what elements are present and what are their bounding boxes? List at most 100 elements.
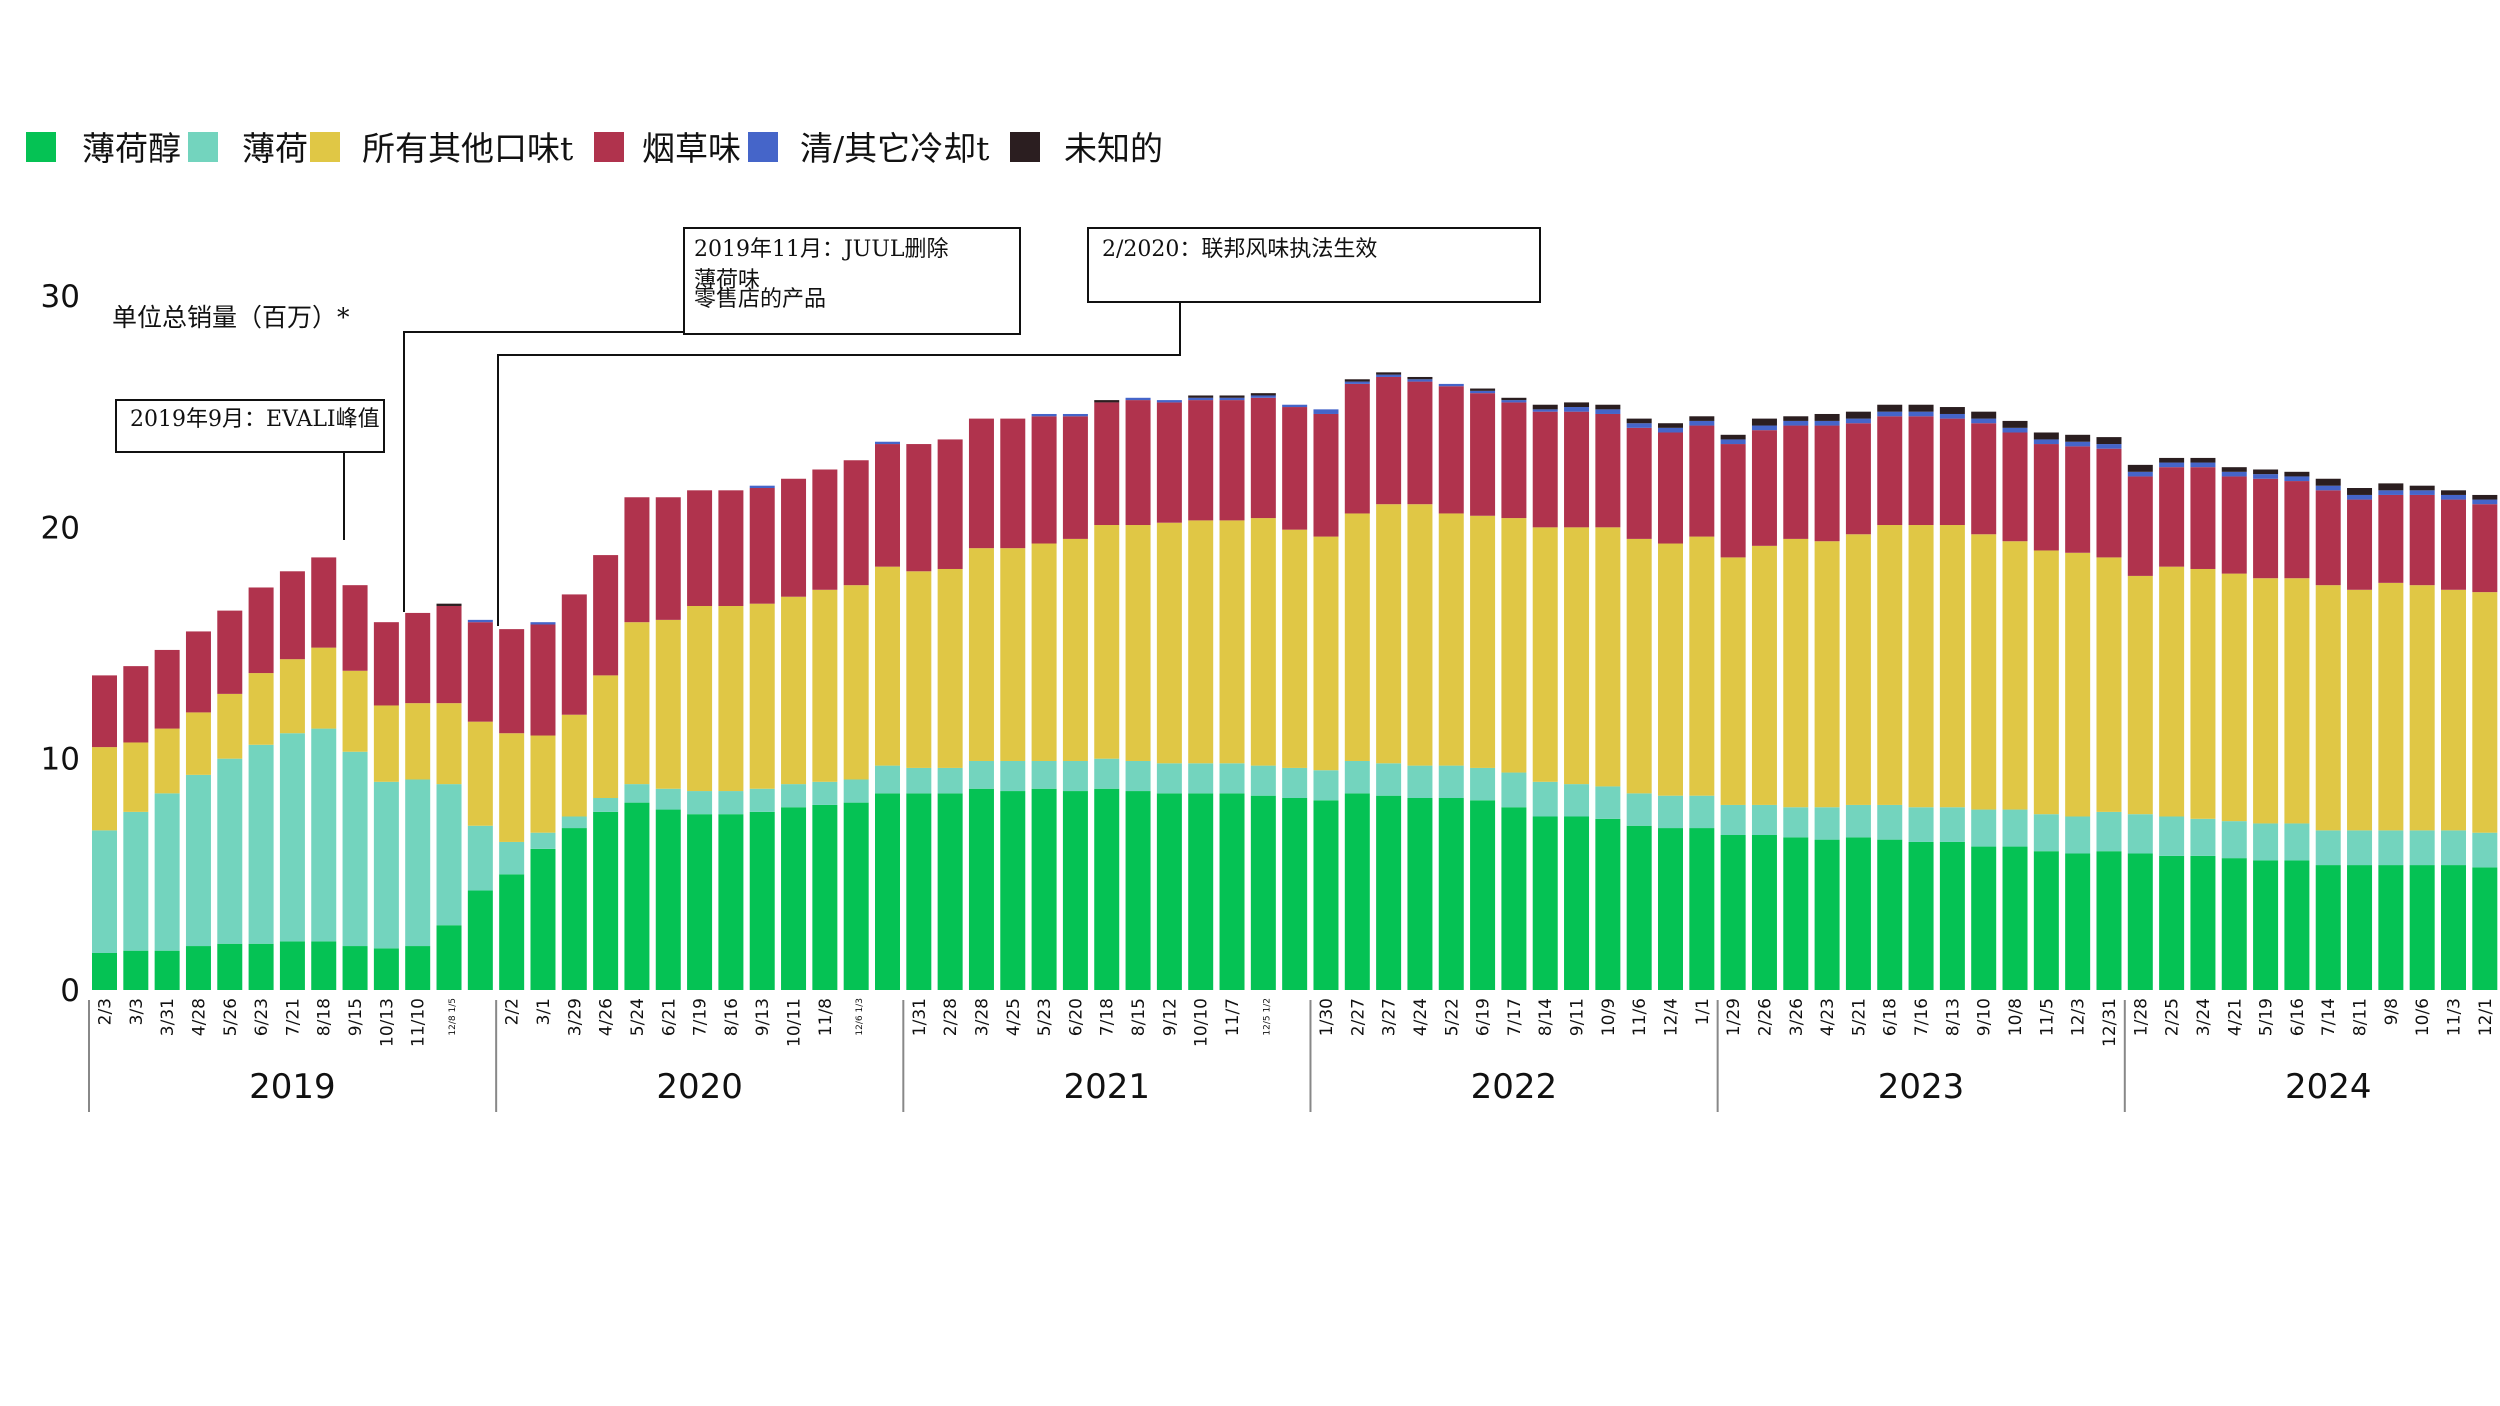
bar-segment: [2033, 439, 2059, 445]
bar-segment: [1344, 381, 1370, 384]
y-axis-title: 单位总销量（百万）*: [112, 303, 350, 332]
x-tick-label: 9/15: [346, 998, 366, 1036]
bar-segment: [1062, 416, 1088, 539]
bar-segment: [655, 788, 681, 810]
bar-segment: [812, 469, 838, 590]
bar-segment: [436, 703, 462, 785]
bar-segment: [1626, 793, 1652, 826]
x-tick-label: 10/10: [1192, 998, 1212, 1047]
bar-segment: [1814, 541, 1840, 808]
bar-segment: [749, 811, 775, 990]
bar-segment: [1125, 760, 1151, 792]
bar-segment: [2315, 865, 2341, 990]
bar-segment: [1751, 804, 1777, 835]
bar-segment: [687, 490, 713, 606]
x-tick-label: 10/11: [785, 998, 805, 1047]
x-tick-label: 3/28: [972, 998, 992, 1036]
bar-segment: [1501, 807, 1527, 990]
bar-segment: [2409, 830, 2435, 866]
bar-segment: [1344, 760, 1370, 794]
bar-segment: [1031, 413, 1057, 417]
bar-segment: [1971, 423, 1997, 535]
x-tick-label: 7/19: [691, 998, 711, 1036]
x-tick-label: 9/8: [2382, 998, 2402, 1025]
bar-segment: [1845, 418, 1871, 424]
bar-segment: [311, 728, 337, 942]
bar-segment: [1062, 760, 1088, 792]
x-tick-label: 1/30: [1317, 998, 1337, 1036]
bar-segment: [311, 647, 337, 729]
bar-segment: [154, 728, 180, 794]
bar-segment: [2347, 865, 2373, 990]
bar-segment: [1814, 425, 1840, 542]
bar-segment: [812, 804, 838, 990]
legend-swatch: [26, 132, 56, 162]
bar-segment: [1939, 525, 1965, 808]
year-label: 2021: [1063, 1067, 1150, 1107]
bar-segment: [1971, 846, 1997, 990]
bar-segment: [1000, 791, 1026, 990]
bar-segment: [1845, 423, 1871, 535]
bar-segment: [593, 811, 619, 990]
bar-segment: [1564, 816, 1590, 990]
bar-segment: [2441, 499, 2466, 590]
bar-segment: [2159, 816, 2185, 856]
bar-segment: [1689, 420, 1715, 426]
x-tick-label: 3/1: [534, 998, 554, 1025]
bar-segment: [624, 497, 650, 623]
x-tick-label: 6/21: [659, 998, 679, 1036]
bar-segment: [1971, 534, 1997, 810]
bar-segment: [1501, 400, 1527, 403]
bar-segment: [1125, 525, 1151, 761]
bar-segment: [1626, 538, 1652, 794]
x-tick-label: 7/21: [283, 998, 303, 1036]
bar-segment: [1438, 386, 1464, 514]
bar-segment: [624, 784, 650, 803]
bar-segment: [405, 779, 431, 947]
bar-segment: [467, 622, 493, 722]
x-tick-label: 2/28: [941, 998, 961, 1036]
x-tick-label: 11/7: [1223, 998, 1243, 1036]
bar-segment: [1470, 800, 1496, 990]
bar-segment: [2221, 476, 2247, 574]
x-tick-label: 3/24: [2194, 998, 2214, 1036]
x-tick-label: 12/8 1/5: [448, 998, 458, 1036]
bar-segment: [1313, 770, 1339, 801]
bar-segment: [1062, 791, 1088, 990]
bar-segment: [781, 478, 807, 597]
annotation-leader-line: [497, 302, 1181, 626]
bar-segment: [2221, 471, 2247, 477]
x-tick-label: 4/28: [189, 998, 209, 1036]
bar-segment: [1000, 548, 1026, 761]
bar-segment: [1939, 807, 1965, 842]
bar-segment: [624, 622, 650, 785]
bar-segment: [2096, 437, 2122, 445]
bar-segment: [561, 594, 587, 715]
bar-segment: [1689, 536, 1715, 796]
bar-segment: [1094, 788, 1120, 990]
bar-segment: [2253, 474, 2279, 479]
bar-segment: [1658, 795, 1683, 829]
bar-segment: [1188, 763, 1214, 794]
bar-segment: [1282, 767, 1308, 798]
annotation-text: 2019年9月：EVALI峰值: [130, 407, 380, 432]
x-tick-label: 1/28: [2131, 998, 2151, 1036]
bar-segment: [1877, 804, 1903, 840]
bar-segment: [561, 828, 587, 990]
bar-segment: [2378, 490, 2404, 495]
bar-segment: [2472, 499, 2498, 505]
bar-segment: [843, 779, 869, 803]
bar-segment: [1939, 413, 1965, 419]
x-tick-label: 11/3: [2445, 998, 2465, 1036]
bar-segment: [2033, 432, 2059, 440]
annotation-text: 薄荷味: [694, 268, 760, 293]
bar-segment: [1658, 432, 1683, 544]
legend-item-other-flavors: 所有其他口味t: [310, 129, 573, 168]
bar-segment: [1376, 374, 1402, 377]
x-tick-label: 5/22: [1442, 998, 1462, 1036]
bar-segment: [2472, 867, 2498, 990]
bar-segment: [1219, 395, 1245, 398]
bar-segment: [2253, 823, 2279, 861]
bar-segment: [1344, 383, 1370, 514]
bar-segment: [2441, 589, 2466, 831]
